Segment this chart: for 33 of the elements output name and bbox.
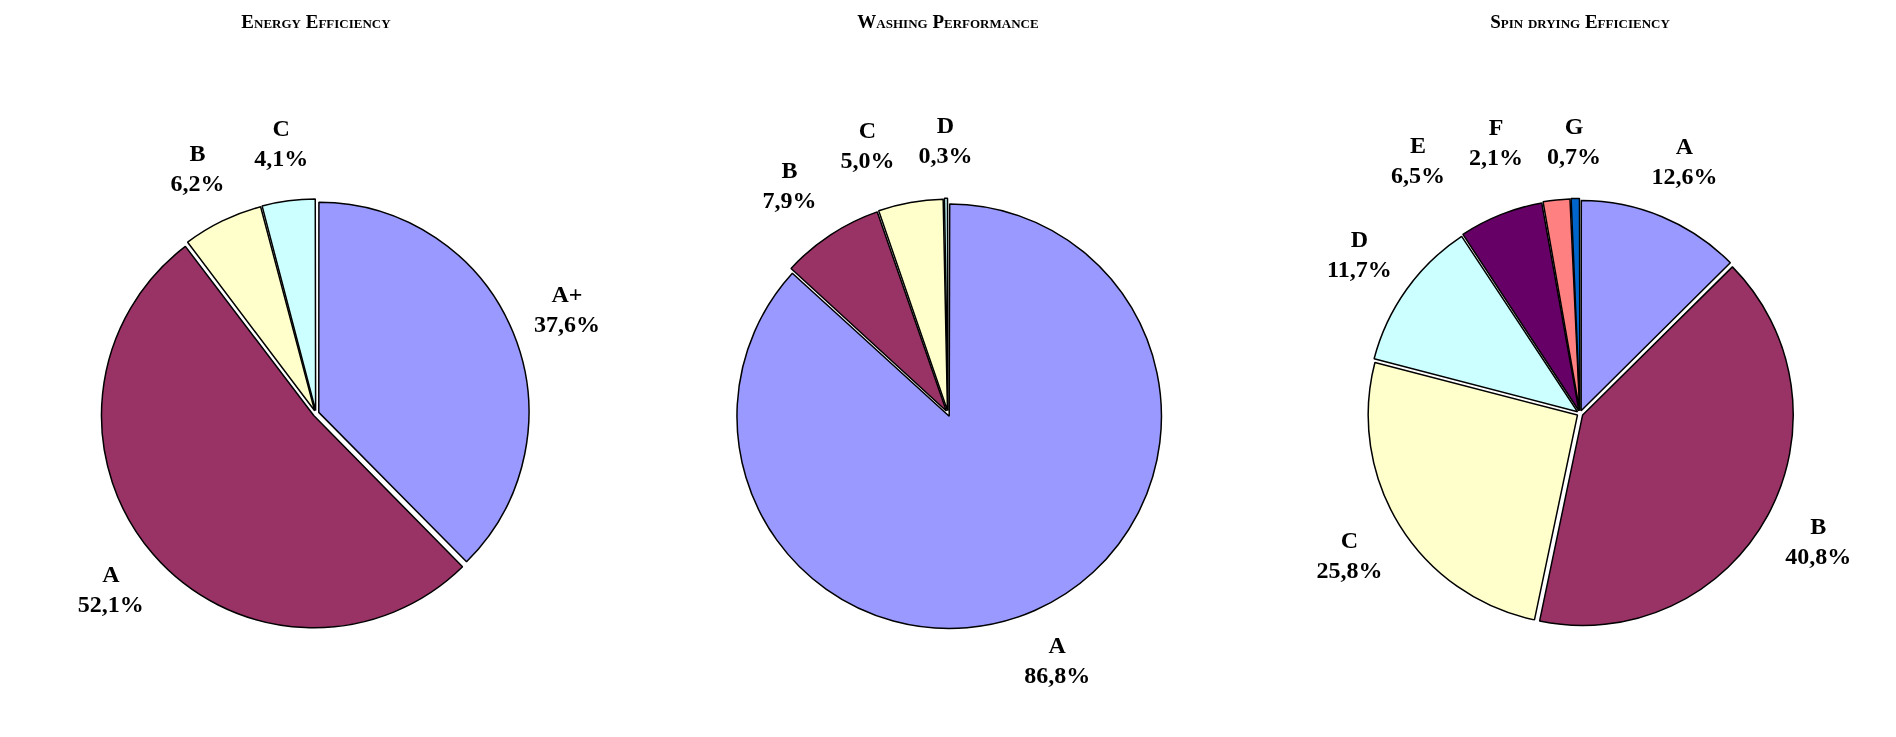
slice-label: C [1340, 526, 1359, 553]
data-label: 0,7% [1547, 142, 1602, 169]
slice-label: F [1488, 114, 1504, 141]
slice-label: A [1675, 133, 1694, 160]
data-label: 0,3% [918, 142, 973, 169]
slice-label: E [1410, 131, 1427, 158]
chart-title: Washing Performance [856, 10, 1040, 34]
slice-label: A [1048, 631, 1067, 658]
slice-label: D [936, 112, 955, 139]
slice-label: D [1350, 225, 1369, 252]
slice-label: A [102, 561, 121, 588]
slice-label: G [1564, 112, 1584, 139]
chart-title: Spin drying Efficiency [1489, 10, 1671, 34]
data-label: 52,1% [77, 591, 144, 618]
slice-label: A+ [551, 280, 583, 307]
data-label: 5,0% [840, 146, 895, 173]
data-label: 6,5% [1391, 161, 1446, 188]
slice-label: B [1810, 513, 1827, 540]
data-label: 2,1% [1469, 144, 1524, 171]
data-label: 37,6% [533, 310, 600, 337]
slice-label: B [189, 139, 206, 166]
data-label: 40,8% [1785, 543, 1852, 570]
slice-label: C [272, 114, 290, 141]
slice-label: B [781, 156, 798, 183]
data-label: 86,8% [1024, 661, 1091, 688]
data-label: 4,1% [254, 144, 309, 171]
data-label: 12,6% [1651, 163, 1718, 190]
data-label: 7,9% [762, 186, 817, 213]
slice-label: C [858, 116, 877, 143]
data-label: 25,8% [1316, 556, 1383, 583]
data-label: 6,2% [170, 169, 225, 196]
data-label: 11,7% [1327, 255, 1392, 282]
chart-title: Energy Efficiency [240, 10, 392, 34]
